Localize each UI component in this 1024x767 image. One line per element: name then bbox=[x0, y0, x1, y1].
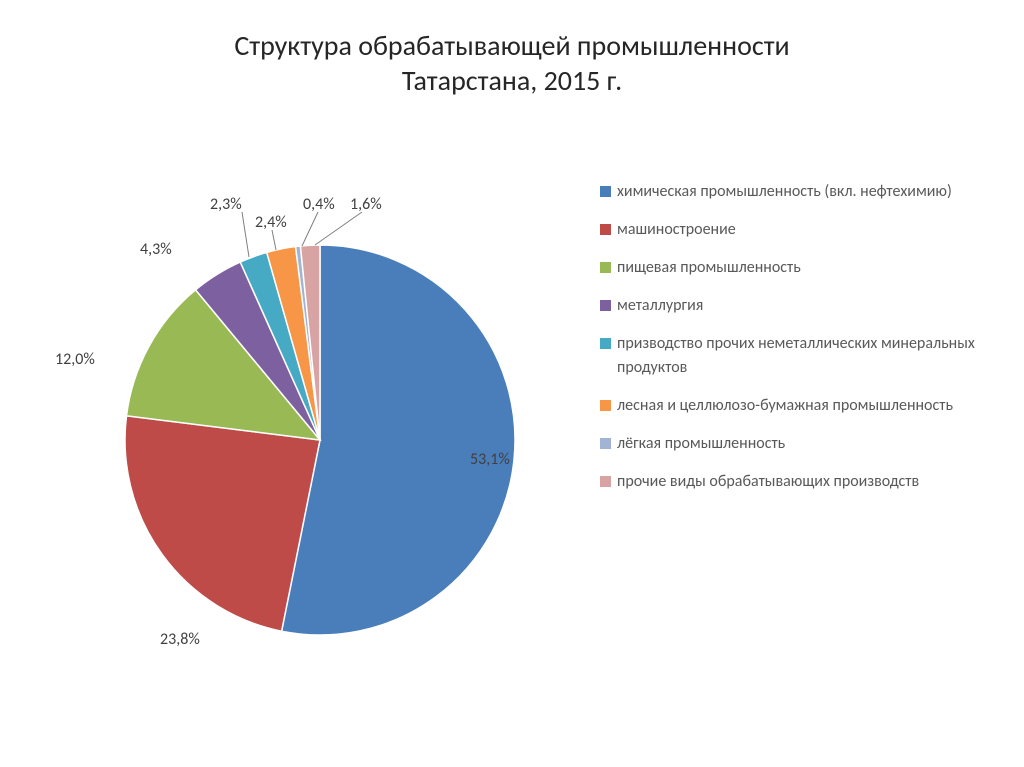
legend-item: металлургия bbox=[600, 294, 1000, 318]
title-line-2: Татарстана, 2015 г. bbox=[402, 63, 622, 98]
legend-item: лесная и целлюлозо-бумажная промышленнос… bbox=[600, 394, 1000, 418]
legend-item: прочие виды обрабатывающих производств bbox=[600, 470, 1000, 494]
pie-chart: 53,1% 23,8% 12,0% 4,3% 2,3% 2,4% 0,4% 1,6% bbox=[40, 150, 560, 670]
legend-swatch bbox=[600, 476, 611, 487]
legend-swatch bbox=[600, 224, 611, 235]
legend-item: машиностроение bbox=[600, 218, 1000, 242]
chart-title: Структура обрабатывающей промышленности … bbox=[0, 0, 1024, 98]
legend-label: машиностроение bbox=[617, 218, 1000, 242]
slice-label: 23,8% bbox=[160, 630, 200, 649]
legend-swatch bbox=[600, 400, 611, 411]
legend-swatch bbox=[600, 300, 611, 311]
legend-swatch bbox=[600, 186, 611, 197]
slice-label: 2,4% bbox=[255, 213, 287, 232]
page: Структура обрабатывающей промышленности … bbox=[0, 0, 1024, 767]
legend-swatch bbox=[600, 262, 611, 273]
legend-label: металлургия bbox=[617, 294, 1000, 318]
legend-label: химическая промышленность (вкл. нефтехим… bbox=[617, 180, 1000, 204]
legend-label: прочие виды обрабатывающих производств bbox=[617, 470, 1000, 494]
slice-label: 12,0% bbox=[55, 350, 95, 369]
title-line-1: Структура обрабатывающей промышленности bbox=[234, 28, 789, 63]
slice-label: 4,3% bbox=[140, 240, 172, 259]
leader-line bbox=[242, 212, 249, 257]
leader-line bbox=[302, 212, 318, 246]
legend-label: призводство прочих неметаллических минер… bbox=[617, 332, 1000, 380]
slice-label: 53,1% bbox=[470, 450, 510, 469]
pie-svg bbox=[40, 150, 560, 670]
legend-swatch bbox=[600, 338, 611, 349]
legend-label: лесная и целлюлозо-бумажная промышленнос… bbox=[617, 394, 1000, 418]
legend-item: лёгкая промышленность bbox=[600, 432, 1000, 456]
leader-line bbox=[315, 212, 362, 245]
slice-label: 1,6% bbox=[350, 195, 382, 214]
legend-label: лёгкая промышленность bbox=[617, 432, 1000, 456]
slice-label: 2,3% bbox=[210, 195, 242, 214]
legend: химическая промышленность (вкл. нефтехим… bbox=[600, 180, 1000, 508]
legend-item: пищевая промышленность bbox=[600, 256, 1000, 280]
legend-swatch bbox=[600, 438, 611, 449]
legend-item: призводство прочих неметаллических минер… bbox=[600, 332, 1000, 380]
legend-label: пищевая промышленность bbox=[617, 256, 1000, 280]
leader-line bbox=[272, 230, 276, 250]
legend-item: химическая промышленность (вкл. нефтехим… bbox=[600, 180, 1000, 204]
slice-label: 0,4% bbox=[303, 195, 335, 214]
